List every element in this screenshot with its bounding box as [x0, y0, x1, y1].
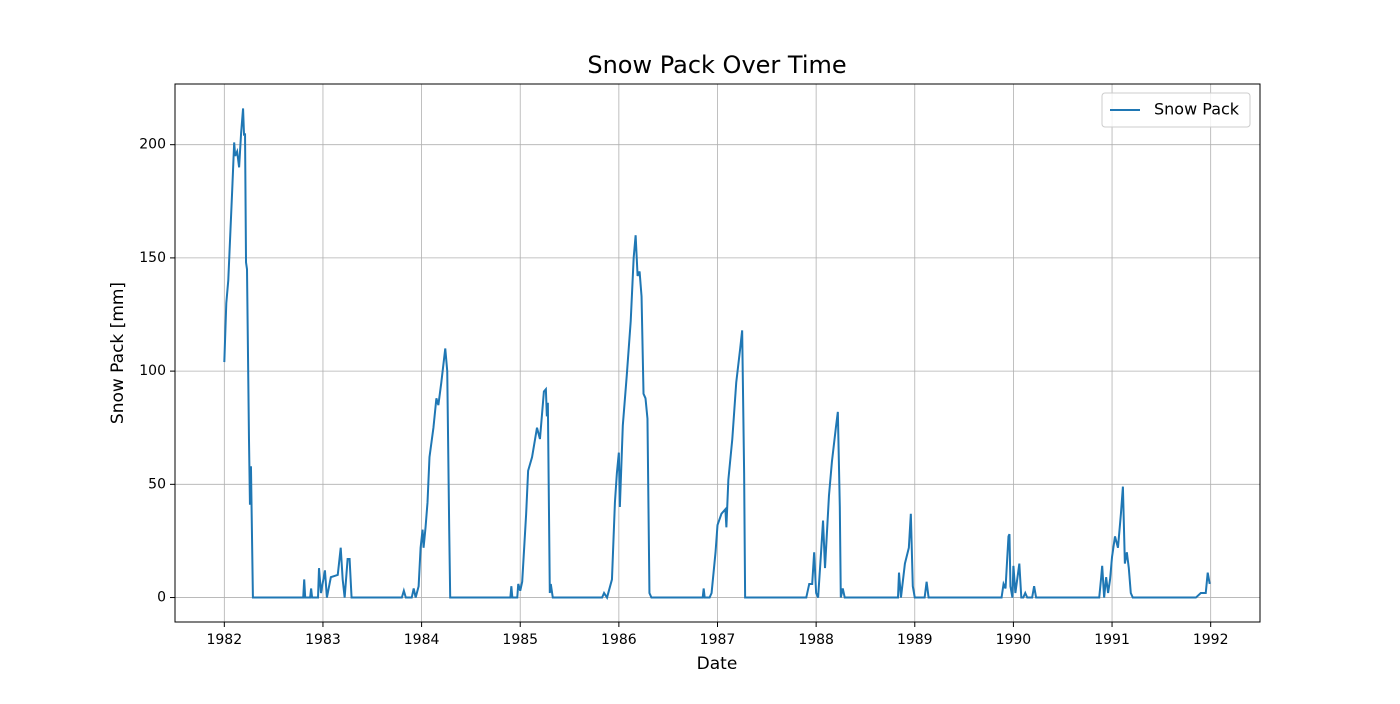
legend: Snow Pack — [1101, 92, 1251, 128]
x-tick-label: 1982 — [206, 632, 242, 648]
y-axis-label: Snow Pack [mm] — [108, 282, 128, 424]
x-axis-label: Date — [697, 654, 738, 674]
x-tick-label: 1983 — [305, 632, 341, 648]
legend-box — [1101, 92, 1251, 128]
x-tick-label: 1988 — [798, 632, 834, 648]
legend-label: Snow Pack — [1154, 100, 1240, 119]
x-tick-label: 1987 — [700, 632, 736, 648]
plot-frame — [174, 83, 1261, 623]
y-tick-label: 100 — [139, 363, 166, 379]
x-tick-label: 1990 — [996, 632, 1032, 648]
x-tick-label: 1989 — [897, 632, 933, 648]
x-tick-label: 1991 — [1094, 632, 1130, 648]
x-tick-label: 1985 — [502, 632, 538, 648]
y-tick-label: 200 — [139, 137, 166, 153]
chart-title: Snow Pack Over Time — [587, 51, 846, 79]
x-tick-label: 1984 — [404, 632, 440, 648]
line-series — [223, 108, 1211, 600]
y-tick-label: 50 — [148, 476, 166, 492]
x-tick-label: 1986 — [601, 632, 637, 648]
y-tick-label: 0 — [157, 590, 166, 606]
x-tick-label: 1992 — [1193, 632, 1229, 648]
y-tick-label: 150 — [139, 250, 166, 266]
